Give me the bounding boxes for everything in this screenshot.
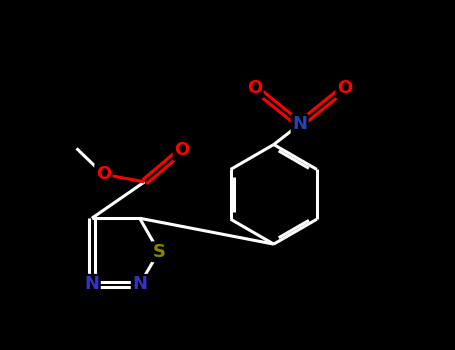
Text: N: N [132,275,147,293]
Text: O: O [337,79,352,97]
Text: O: O [247,79,262,97]
Text: S: S [152,243,165,261]
Text: N: N [292,116,307,133]
Text: N: N [84,275,99,293]
Text: O: O [96,165,111,183]
Text: O: O [174,141,189,159]
